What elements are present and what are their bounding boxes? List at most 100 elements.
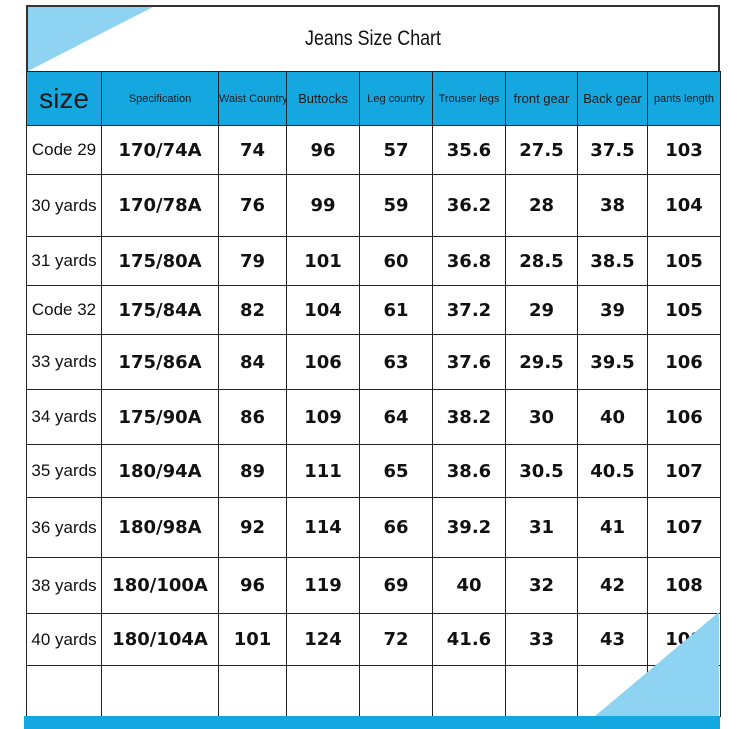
table-cell [286, 665, 360, 717]
table-cell [505, 665, 578, 717]
column-header: Buttocks [286, 71, 360, 126]
table-cell: 37.6 [432, 334, 506, 390]
column-header: Waist Country [218, 71, 287, 126]
table-cell: 106 [286, 334, 360, 390]
table-cell: 107 [647, 444, 721, 498]
table-cell: 64 [359, 389, 433, 445]
column-header: size [26, 71, 102, 126]
table-cell: 82 [218, 285, 287, 335]
table-row: 30 yards 170/78A 76 99 59 36.2 28 38 104 [26, 174, 721, 237]
table-cell: 61 [359, 285, 433, 335]
table-cell: 29.5 [505, 334, 578, 390]
size-label: 40 yards [26, 613, 102, 666]
table-row: Code 29 170/74A 74 96 57 35.6 27.5 37.5 103 [26, 125, 721, 175]
table-cell: 111 [286, 444, 360, 498]
table-cell: 60 [359, 236, 433, 286]
table-cell: 114 [286, 497, 360, 558]
table-cell: 175/90A [101, 389, 219, 445]
size-label: 30 yards [26, 174, 102, 237]
table-cell: 104 [286, 285, 360, 335]
table-cell: 101 [218, 613, 287, 666]
table-cell: 40 [577, 389, 648, 445]
table-cell: 59 [359, 174, 433, 237]
table-cell: 39 [577, 285, 648, 335]
table-cell: 175/80A [101, 236, 219, 286]
table-cell: 180/98A [101, 497, 219, 558]
table-cell: 99 [286, 174, 360, 237]
empty-row [26, 665, 721, 717]
table-cell: 86 [218, 389, 287, 445]
table-row: 33 yards 175/86A 84 106 63 37.6 29.5 39.5 106 [26, 334, 721, 390]
table-cell: 38.5 [577, 236, 648, 286]
table-cell: 38.2 [432, 389, 506, 445]
table-cell: 29 [505, 285, 578, 335]
table-cell: 92 [218, 497, 287, 558]
table-cell: 104 [647, 174, 721, 237]
size-chart: Jeans Size Chart size Specification Waist … [26, 5, 721, 717]
table-cell: 36.2 [432, 174, 506, 237]
table-cell: 28.5 [505, 236, 578, 286]
size-label: 34 yards [26, 389, 102, 445]
table-cell: 105 [647, 285, 721, 335]
table-cell: 170/74A [101, 125, 219, 175]
table-cell: 79 [218, 236, 287, 286]
size-label: 38 yards [26, 557, 102, 614]
table-cell: 105 [647, 236, 721, 286]
size-table: size Specification Waist Country Buttocks Le… [26, 71, 721, 717]
column-header: Leg country [359, 71, 433, 126]
table-cell: 38.6 [432, 444, 506, 498]
table-cell: 108 [647, 557, 721, 614]
table-cell: 40.5 [577, 444, 648, 498]
table-cell: 36.8 [432, 236, 506, 286]
table-row: 34 yards 175/90A 86 109 64 38.2 30 40 106 [26, 389, 721, 445]
table-row: 36 yards 180/98A 92 114 66 39.2 31 41 107 [26, 497, 721, 558]
size-label: 31 yards [26, 236, 102, 286]
table-cell: 103 [647, 125, 721, 175]
size-label: 33 yards [26, 334, 102, 390]
table-cell: 180/94A [101, 444, 219, 498]
table-cell: 31 [505, 497, 578, 558]
table-cell: 66 [359, 497, 433, 558]
column-header: Back gear [577, 71, 648, 126]
column-header: Specification [101, 71, 219, 126]
bottom-bar [24, 716, 720, 729]
table-row: 31 yards 175/80A 79 101 60 36.8 28.5 38.5 105 [26, 236, 721, 286]
title-banner: Jeans Size Chart [26, 5, 720, 71]
table-cell: 57 [359, 125, 433, 175]
table-cell: 30.5 [505, 444, 578, 498]
table-cell: 30 [505, 389, 578, 445]
table-cell: 69 [359, 557, 433, 614]
table-cell: 96 [286, 125, 360, 175]
table-cell: 41 [577, 497, 648, 558]
table-cell: 63 [359, 334, 433, 390]
table-cell: 37.2 [432, 285, 506, 335]
table-cell: 180/104A [101, 613, 219, 666]
table-cell: 39.5 [577, 334, 648, 390]
table-cell: 106 [647, 334, 721, 390]
table-cell: 38 [577, 174, 648, 237]
table-cell [432, 665, 506, 717]
table-cell: 40 [432, 557, 506, 614]
table-cell: 101 [286, 236, 360, 286]
size-label: Code 32 [26, 285, 102, 335]
table-cell: 175/86A [101, 334, 219, 390]
table-cell: 43 [577, 613, 648, 666]
table-cell: 96 [218, 557, 287, 614]
table-cell: 76 [218, 174, 287, 237]
table-cell [647, 665, 721, 717]
table-row: Code 32 175/84A 82 104 61 37.2 29 39 105 [26, 285, 721, 335]
table-cell: 42 [577, 557, 648, 614]
table-cell: 124 [286, 613, 360, 666]
table-cell: 119 [286, 557, 360, 614]
table-cell: 180/100A [101, 557, 219, 614]
table-cell: 170/78A [101, 174, 219, 237]
table-cell: 84 [218, 334, 287, 390]
table-cell: 37.5 [577, 125, 648, 175]
table-cell: 27.5 [505, 125, 578, 175]
chart-title: Jeans Size Chart [305, 27, 441, 50]
table-cell: 74 [218, 125, 287, 175]
table-row: 38 yards 180/100A 96 119 69 40 32 42 108 [26, 557, 721, 614]
table-cell: 107 [647, 497, 721, 558]
table-cell: 175/84A [101, 285, 219, 335]
column-header: Trouser legs [432, 71, 506, 126]
